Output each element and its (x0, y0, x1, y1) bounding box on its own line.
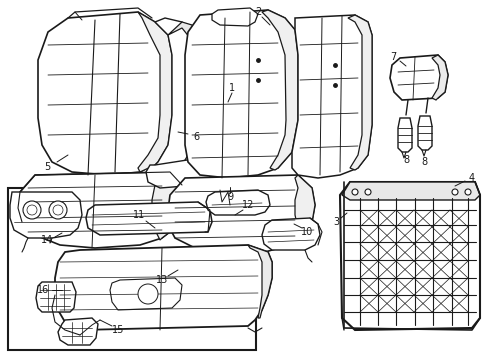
Text: 14: 14 (41, 235, 53, 245)
FancyBboxPatch shape (8, 188, 256, 350)
Circle shape (27, 205, 37, 215)
Text: 4: 4 (468, 173, 474, 183)
Circle shape (53, 205, 63, 215)
Text: 15: 15 (112, 325, 124, 335)
Text: 1: 1 (228, 83, 235, 93)
Circle shape (351, 189, 357, 195)
Polygon shape (347, 15, 371, 170)
Polygon shape (138, 12, 172, 172)
Polygon shape (55, 245, 271, 330)
Polygon shape (417, 116, 431, 150)
Polygon shape (38, 12, 172, 175)
Polygon shape (262, 218, 319, 250)
Polygon shape (10, 192, 82, 238)
Text: 5: 5 (44, 162, 50, 172)
Text: 13: 13 (156, 275, 168, 285)
Polygon shape (86, 202, 212, 235)
Polygon shape (262, 10, 297, 170)
Polygon shape (205, 190, 269, 215)
Polygon shape (146, 158, 212, 188)
Polygon shape (155, 18, 200, 168)
Circle shape (464, 189, 470, 195)
Circle shape (138, 284, 158, 304)
Polygon shape (341, 182, 479, 200)
Circle shape (451, 189, 457, 195)
Polygon shape (339, 182, 479, 330)
Text: 9: 9 (226, 192, 233, 202)
Text: 16: 16 (37, 285, 49, 295)
Polygon shape (389, 55, 447, 100)
Text: 12: 12 (242, 200, 254, 210)
Text: 8: 8 (402, 155, 408, 165)
Text: 3: 3 (332, 217, 338, 227)
Polygon shape (397, 118, 411, 152)
Polygon shape (152, 172, 184, 240)
Polygon shape (431, 55, 447, 100)
Polygon shape (110, 278, 182, 310)
Circle shape (23, 201, 41, 219)
Polygon shape (247, 245, 271, 318)
Polygon shape (212, 8, 258, 26)
Text: 2: 2 (254, 7, 261, 17)
Polygon shape (168, 22, 200, 165)
Polygon shape (58, 318, 98, 345)
Text: 7: 7 (389, 52, 395, 62)
Polygon shape (294, 175, 314, 237)
Text: 6: 6 (193, 132, 199, 142)
Polygon shape (18, 172, 184, 248)
Polygon shape (291, 15, 371, 178)
Polygon shape (184, 10, 297, 178)
Text: 10: 10 (300, 227, 312, 237)
Circle shape (364, 189, 370, 195)
Circle shape (49, 201, 67, 219)
Polygon shape (36, 282, 76, 312)
Text: 11: 11 (133, 210, 145, 220)
Polygon shape (168, 175, 314, 252)
Text: 8: 8 (420, 157, 426, 167)
